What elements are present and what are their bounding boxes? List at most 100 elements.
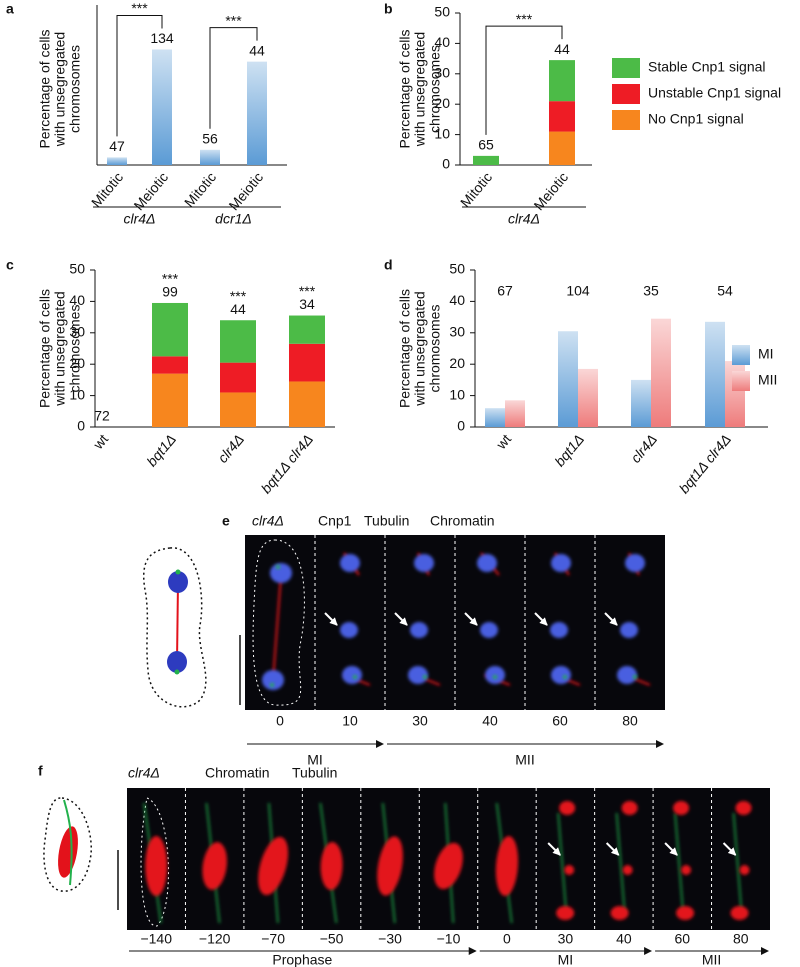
blob xyxy=(480,622,498,638)
blob xyxy=(676,906,695,920)
cartoon-outline xyxy=(143,547,207,708)
streak xyxy=(674,812,684,914)
n-label: 47 xyxy=(109,138,125,154)
blob xyxy=(735,801,752,815)
time-label: 30 xyxy=(412,713,428,729)
y-tick-label: 30 xyxy=(69,324,85,340)
bar-segment xyxy=(289,343,325,382)
blob xyxy=(493,675,497,679)
strain-label: clr4Δ xyxy=(252,513,284,529)
bar xyxy=(485,408,505,427)
blob xyxy=(739,865,750,875)
significance-label: *** xyxy=(131,0,148,16)
blob xyxy=(258,836,289,896)
blob xyxy=(495,836,519,896)
bar xyxy=(505,400,525,427)
cartoon-centromere xyxy=(174,669,180,675)
blob xyxy=(145,836,168,896)
bar xyxy=(107,157,127,165)
x-tick-label: Mitotic xyxy=(181,169,219,210)
legend-swatch xyxy=(612,58,640,78)
time-label: 0 xyxy=(276,713,284,729)
n-label: 67 xyxy=(497,283,513,299)
pointer-arrow xyxy=(547,842,561,856)
y-axis-label: chromosomes xyxy=(427,45,443,133)
bar xyxy=(247,61,267,165)
bar-segment xyxy=(289,315,325,344)
blob xyxy=(408,666,428,684)
n-label: 34 xyxy=(299,296,315,312)
phase-label: MI xyxy=(558,952,574,967)
streak xyxy=(732,812,743,914)
phase-label: Prophase xyxy=(272,952,332,967)
legend-swatch xyxy=(732,371,750,391)
panel-letter: a xyxy=(6,1,14,17)
pointer-arrow xyxy=(722,842,737,856)
blob xyxy=(622,865,633,875)
blob xyxy=(377,836,403,896)
legend-swatch xyxy=(612,110,640,130)
time-label: 80 xyxy=(733,931,749,947)
y-tick-label: 0 xyxy=(457,418,465,434)
blob xyxy=(423,675,427,679)
bar-segment xyxy=(549,60,575,102)
channel-label: Tubulin xyxy=(364,513,409,529)
channel-label: Tubulin xyxy=(292,765,337,781)
blob xyxy=(270,683,274,687)
x-tick-label: wt xyxy=(89,431,111,453)
group-label: clr4Δ xyxy=(124,211,156,227)
blob xyxy=(414,554,434,572)
time-label: 0 xyxy=(503,931,511,947)
cartoon-chromatin xyxy=(168,571,188,593)
blob xyxy=(320,842,343,890)
y-tick-label: 0 xyxy=(77,418,85,434)
legend-label: Unstable Cnp1 signal xyxy=(648,85,781,101)
pointer-arrow xyxy=(604,612,618,626)
time-label: 80 xyxy=(622,713,638,729)
bar-segment xyxy=(152,356,188,374)
y-tick-label: 30 xyxy=(449,324,465,340)
blob xyxy=(340,554,360,572)
bar xyxy=(578,368,598,427)
legend-label: MII xyxy=(758,372,777,388)
y-axis-label: Percentage of cells xyxy=(397,289,413,408)
x-tick-label: bqt1Δ clr4Δ xyxy=(258,431,317,496)
significance-label: *** xyxy=(162,271,179,287)
n-label: 44 xyxy=(554,41,570,57)
bar-segment xyxy=(152,373,188,427)
blob xyxy=(550,622,568,638)
cartoon-spindle xyxy=(176,581,179,663)
streak xyxy=(615,812,626,914)
y-axis-label: chromosomes xyxy=(427,305,443,393)
panel-letter: c xyxy=(6,257,14,273)
y-axis-label: Percentage of cells xyxy=(397,29,413,148)
bar-segment xyxy=(220,362,256,393)
significance-label: *** xyxy=(299,283,316,299)
bar xyxy=(558,331,578,427)
y-axis-label: with unsegregated xyxy=(52,291,68,406)
y-axis-label: Percentage of cells xyxy=(37,289,53,408)
bar-segment xyxy=(549,101,575,132)
group-label: dcr1Δ xyxy=(215,211,252,227)
y-tick-label: 30 xyxy=(434,65,450,81)
pointer-arrow xyxy=(464,612,478,626)
significance-bracket xyxy=(116,14,163,137)
significance-bracket xyxy=(209,27,258,129)
blob xyxy=(551,554,571,572)
bar xyxy=(651,318,671,427)
significance-label: *** xyxy=(516,11,533,27)
cell-outline xyxy=(140,797,169,927)
blob xyxy=(625,554,645,572)
bar xyxy=(705,321,725,427)
y-tick-label: 20 xyxy=(449,355,465,371)
time-label: 60 xyxy=(675,931,691,947)
x-tick-label: clr4Δ xyxy=(214,431,247,466)
y-tick-label: 50 xyxy=(69,261,85,277)
n-label: 104 xyxy=(566,283,590,299)
n-label: 44 xyxy=(249,42,265,58)
x-tick-label: Mitotic xyxy=(88,169,126,210)
y-tick-label: 10 xyxy=(449,386,465,402)
time-label: −10 xyxy=(437,931,461,947)
cartoon-spindle xyxy=(63,799,73,886)
